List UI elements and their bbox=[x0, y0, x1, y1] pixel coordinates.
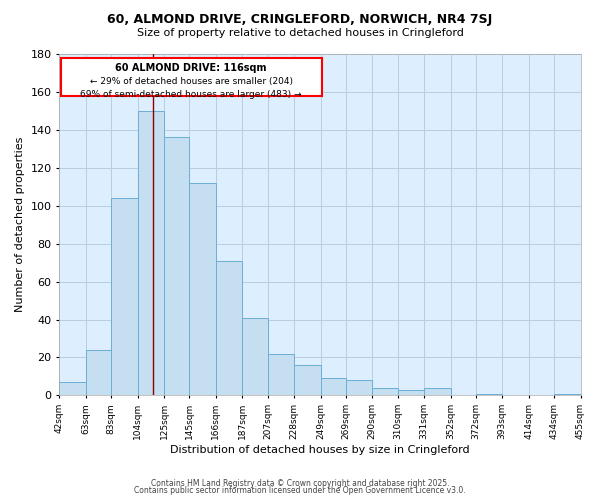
Bar bbox=[86, 350, 111, 396]
Bar bbox=[111, 198, 137, 396]
Bar bbox=[320, 378, 346, 396]
Bar bbox=[189, 183, 216, 396]
Bar bbox=[346, 380, 372, 396]
Bar bbox=[372, 388, 398, 396]
X-axis label: Distribution of detached houses by size in Cringleford: Distribution of detached houses by size … bbox=[170, 445, 470, 455]
Bar bbox=[59, 382, 86, 396]
Bar bbox=[476, 394, 502, 396]
Bar bbox=[398, 390, 424, 396]
Text: ← 29% of detached houses are smaller (204): ← 29% of detached houses are smaller (20… bbox=[89, 77, 293, 86]
Text: 60 ALMOND DRIVE: 116sqm: 60 ALMOND DRIVE: 116sqm bbox=[115, 64, 267, 74]
Y-axis label: Number of detached properties: Number of detached properties bbox=[15, 137, 25, 312]
Bar bbox=[216, 261, 242, 396]
Bar bbox=[294, 365, 320, 396]
Bar bbox=[424, 388, 451, 396]
Text: Size of property relative to detached houses in Cringleford: Size of property relative to detached ho… bbox=[137, 28, 463, 38]
Text: 69% of semi-detached houses are larger (483) →: 69% of semi-detached houses are larger (… bbox=[80, 90, 302, 99]
Bar bbox=[554, 394, 581, 396]
Bar bbox=[61, 58, 322, 96]
Text: Contains public sector information licensed under the Open Government Licence v3: Contains public sector information licen… bbox=[134, 486, 466, 495]
Bar bbox=[268, 354, 294, 396]
Text: 60, ALMOND DRIVE, CRINGLEFORD, NORWICH, NR4 7SJ: 60, ALMOND DRIVE, CRINGLEFORD, NORWICH, … bbox=[107, 12, 493, 26]
Text: Contains HM Land Registry data © Crown copyright and database right 2025.: Contains HM Land Registry data © Crown c… bbox=[151, 478, 449, 488]
Bar bbox=[164, 138, 189, 396]
Bar bbox=[137, 111, 164, 396]
Bar bbox=[242, 318, 268, 396]
